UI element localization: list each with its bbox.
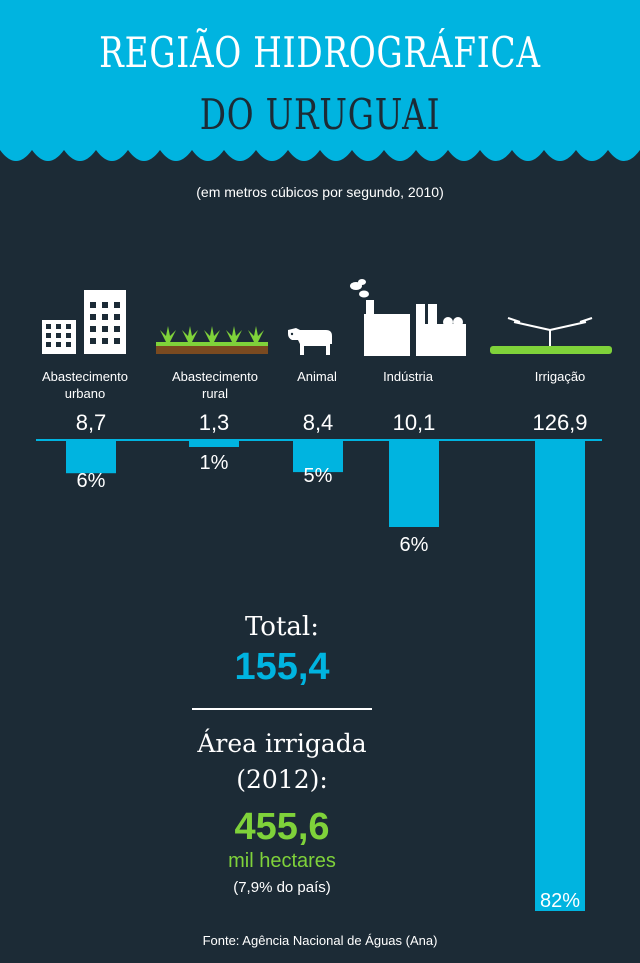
- share-label-irrigacao: 82%: [539, 890, 581, 912]
- value-label-irrigacao: 126,9: [532, 410, 588, 435]
- share-label-abastecimento-rural: 1%: [199, 452, 229, 474]
- header-banner: [0, 0, 640, 161]
- page-title-line1: REGIÃO HIDROGRÁFICA: [99, 28, 541, 77]
- bar-irrigação: [535, 441, 585, 911]
- irrigation-sprinkler-icon: [490, 317, 612, 354]
- total-value: 155,4: [234, 646, 330, 688]
- buildings-icon: [42, 290, 126, 354]
- source-note: Fonte: Agência Nacional de Águas (Ana): [202, 933, 438, 948]
- irrigated-area-value: 455,6: [234, 806, 330, 848]
- category-label-animal: Animal: [297, 369, 337, 384]
- total-label: Total:: [244, 612, 319, 642]
- banner-wave: [0, 0, 640, 161]
- category-label-abastecimento-rural: Abastecimento rural: [172, 369, 258, 401]
- category-label-irrigacao: Irrigação: [534, 369, 586, 384]
- value-label-industria: 10,1: [392, 410, 436, 435]
- irrigated-area-label: Área irrigada (2012):: [197, 729, 367, 794]
- value-label-abastecimento-rural: 1,3: [198, 410, 230, 435]
- factory-icon: [350, 279, 466, 356]
- category-label-industria: Indústria: [383, 369, 433, 384]
- category-label-abastecimento-urbano: Abastecimento urbano: [42, 369, 128, 401]
- share-label-animal: 5%: [303, 465, 333, 487]
- value-label-abastecimento-urbano: 8,7: [75, 410, 107, 435]
- bar-abastecimento-urbano: [66, 441, 116, 474]
- page-title-line2: DO URUGUAI: [199, 90, 441, 139]
- bar-animal: [293, 441, 343, 473]
- cow-icon: [288, 328, 332, 355]
- value-label-animal: 8,4: [302, 410, 334, 435]
- crops-icon: [156, 326, 268, 354]
- share-label-abastecimento-urbano: 6%: [76, 470, 106, 492]
- bar-indústria: [389, 441, 439, 527]
- bar-abastecimento-rural: [189, 441, 239, 447]
- share-label-industria: 6%: [399, 534, 429, 556]
- chart-subtitle: (em metros cúbicos por segundo, 2010): [196, 184, 444, 200]
- irrigated-area-unit: mil hectares: [228, 850, 336, 872]
- divider: [192, 708, 372, 710]
- irrigated-area-share: (7,9% do país): [233, 879, 331, 896]
